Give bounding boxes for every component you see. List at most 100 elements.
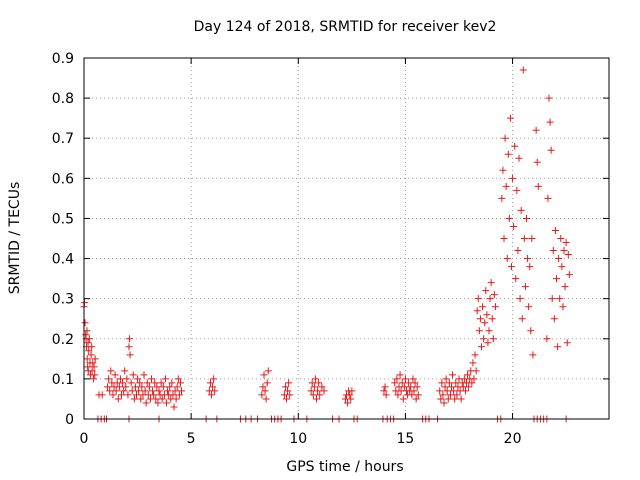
data-point <box>315 379 323 387</box>
data-point <box>521 283 529 291</box>
data-point <box>511 142 519 150</box>
data-point <box>107 367 115 375</box>
data-point <box>309 391 317 399</box>
data-point <box>519 66 527 74</box>
data-point <box>442 375 450 383</box>
data-point <box>158 395 166 403</box>
data-point <box>399 395 407 403</box>
data-point <box>148 375 155 383</box>
x-tick-label: 15 <box>397 431 415 447</box>
data-point <box>516 295 524 303</box>
data-point <box>206 379 214 387</box>
x-axis-label: GPS time / hours <box>286 459 403 475</box>
data-point <box>473 307 481 315</box>
data-point <box>469 359 477 367</box>
y-tick-label: 0 <box>65 412 74 428</box>
data-point <box>310 383 318 391</box>
data-point <box>407 383 415 391</box>
data-point <box>414 391 422 399</box>
data-point <box>283 395 290 403</box>
data-point <box>524 255 532 263</box>
data-point <box>166 383 174 391</box>
data-point <box>128 387 136 395</box>
data-point <box>534 182 542 190</box>
data-point <box>491 303 499 311</box>
data-point <box>485 327 493 335</box>
data-point <box>164 387 172 395</box>
data-point <box>114 395 122 403</box>
y-tick-label: 0.8 <box>52 91 74 107</box>
data-point <box>558 263 566 271</box>
data-point <box>508 263 515 271</box>
data-point <box>468 379 476 387</box>
data-point <box>264 367 272 375</box>
data-point <box>209 383 217 391</box>
data-point <box>344 399 352 407</box>
data-point <box>476 315 484 323</box>
plot-frame <box>83 57 610 420</box>
data-point <box>409 375 417 383</box>
data-point <box>487 279 495 287</box>
data-point <box>124 391 132 399</box>
data-point <box>137 395 145 403</box>
data-point <box>311 375 319 383</box>
data-points <box>80 66 573 423</box>
data-point <box>543 335 551 343</box>
data-point <box>523 214 530 222</box>
data-point <box>515 154 523 162</box>
data-point <box>155 387 163 395</box>
data-point <box>518 315 526 323</box>
data-point <box>559 303 567 311</box>
data-point <box>465 383 473 391</box>
data-point <box>83 355 91 363</box>
data-point <box>112 387 120 395</box>
data-point <box>88 367 96 375</box>
data-point <box>550 315 558 323</box>
data-point <box>210 375 218 383</box>
data-point <box>551 226 559 234</box>
data-point <box>438 379 446 387</box>
data-point <box>528 235 536 242</box>
data-point <box>131 383 139 391</box>
data-point <box>561 283 569 291</box>
data-point <box>486 295 494 303</box>
data-point <box>475 327 483 335</box>
data-point <box>547 146 555 154</box>
data-point <box>151 379 159 387</box>
x-tick-label: 10 <box>289 431 307 447</box>
data-point <box>85 335 93 343</box>
data-point <box>109 391 117 399</box>
data-point <box>84 339 92 347</box>
data-point <box>87 351 95 359</box>
data-point <box>381 383 389 391</box>
y-tick-label: 0.1 <box>52 372 74 388</box>
data-point <box>85 347 93 355</box>
data-point <box>488 315 496 323</box>
data-point <box>380 387 388 395</box>
x-tick-label: 0 <box>80 431 89 447</box>
data-point <box>208 391 215 399</box>
data-point <box>489 335 497 343</box>
data-point <box>500 235 508 242</box>
data-point <box>90 363 98 371</box>
data-point <box>396 371 404 379</box>
data-point <box>258 391 266 399</box>
data-point <box>126 351 134 359</box>
data-point <box>556 295 564 303</box>
data-point <box>347 395 355 403</box>
data-point <box>412 395 420 403</box>
data-point <box>563 339 571 347</box>
data-point <box>443 387 451 395</box>
data-point <box>116 375 124 383</box>
data-point <box>464 371 472 379</box>
data-point <box>307 387 315 395</box>
data-point <box>562 239 570 247</box>
data-point <box>509 174 517 182</box>
data-point <box>125 343 133 351</box>
y-axis-label: SRMTID / TECUs <box>7 182 23 295</box>
x-tick-labels: 0 5 10 15 20 <box>80 431 522 447</box>
data-point <box>127 379 135 387</box>
y-tick-label: 0.9 <box>52 51 74 67</box>
data-point <box>140 371 148 379</box>
data-point <box>526 263 534 271</box>
